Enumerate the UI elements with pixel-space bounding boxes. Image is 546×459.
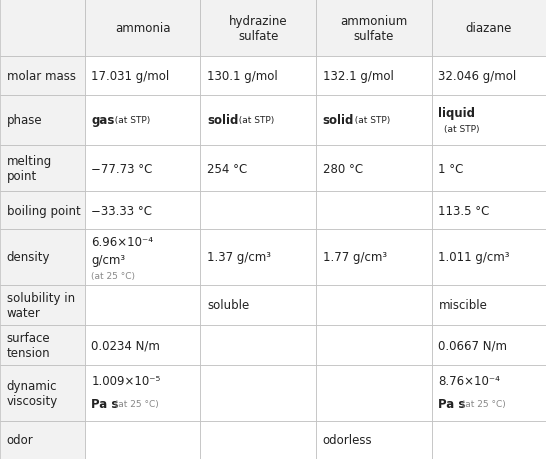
Bar — [0, 230, 85, 285]
Bar — [200, 57, 316, 95]
Text: ammonium
sulfate: ammonium sulfate — [340, 15, 408, 43]
Text: (at 25 °C): (at 25 °C) — [109, 400, 158, 409]
Text: 280 °C: 280 °C — [323, 162, 363, 175]
Bar — [0, 365, 85, 420]
Bar — [316, 325, 432, 365]
Text: odorless: odorless — [323, 433, 372, 446]
Bar — [200, 285, 316, 325]
Text: 130.1 g/mol: 130.1 g/mol — [207, 70, 278, 83]
Bar — [85, 420, 200, 459]
Text: (at 25 °C): (at 25 °C) — [456, 400, 506, 409]
Bar — [200, 420, 316, 459]
Bar — [200, 0, 316, 57]
Bar — [316, 230, 432, 285]
Bar — [432, 230, 546, 285]
Text: ammonia: ammonia — [115, 22, 170, 35]
Bar — [200, 191, 316, 230]
Text: (at STP): (at STP) — [233, 116, 275, 125]
Bar — [0, 325, 85, 365]
Text: diazane: diazane — [466, 22, 512, 35]
Bar — [0, 285, 85, 325]
Text: (at STP): (at STP) — [444, 125, 479, 134]
Text: 1.77 g/cm³: 1.77 g/cm³ — [323, 251, 387, 264]
Text: solubility in
water: solubility in water — [7, 291, 75, 319]
Text: solid: solid — [207, 114, 238, 127]
Bar — [85, 325, 200, 365]
Text: (at 25 °C): (at 25 °C) — [91, 272, 135, 280]
Text: 1.37 g/cm³: 1.37 g/cm³ — [207, 251, 271, 264]
Text: −77.73 °C: −77.73 °C — [91, 162, 152, 175]
Text: boiling point: boiling point — [7, 204, 80, 217]
Text: liquid: liquid — [438, 106, 476, 120]
Bar — [0, 95, 85, 146]
Bar — [432, 365, 546, 420]
Bar — [0, 146, 85, 191]
Text: density: density — [7, 251, 50, 264]
Text: (at STP): (at STP) — [109, 116, 150, 125]
Text: odor: odor — [7, 433, 33, 446]
Bar — [0, 420, 85, 459]
Text: 1.009×10⁻⁵: 1.009×10⁻⁵ — [91, 375, 161, 387]
Bar — [316, 57, 432, 95]
Bar — [200, 95, 316, 146]
Bar — [0, 191, 85, 230]
Text: 1.011 g/cm³: 1.011 g/cm³ — [438, 251, 510, 264]
Bar — [200, 230, 316, 285]
Bar — [200, 146, 316, 191]
Text: 132.1 g/mol: 132.1 g/mol — [323, 70, 394, 83]
Text: 32.046 g/mol: 32.046 g/mol — [438, 70, 517, 83]
Text: 1 °C: 1 °C — [438, 162, 464, 175]
Bar — [432, 57, 546, 95]
Text: 113.5 °C: 113.5 °C — [438, 204, 490, 217]
Bar — [432, 0, 546, 57]
Bar — [316, 191, 432, 230]
Bar — [85, 285, 200, 325]
Bar — [85, 95, 200, 146]
Text: dynamic
viscosity: dynamic viscosity — [7, 379, 58, 407]
Bar — [316, 420, 432, 459]
Text: −33.33 °C: −33.33 °C — [91, 204, 152, 217]
Text: Pa s: Pa s — [91, 397, 118, 410]
Text: melting
point: melting point — [7, 155, 52, 183]
Bar — [85, 191, 200, 230]
Bar — [85, 146, 200, 191]
Bar — [432, 146, 546, 191]
Text: solid: solid — [323, 114, 354, 127]
Text: 6.96×10⁻⁴: 6.96×10⁻⁴ — [91, 235, 153, 248]
Bar — [200, 325, 316, 365]
Bar — [85, 57, 200, 95]
Text: 8.76×10⁻⁴: 8.76×10⁻⁴ — [438, 375, 500, 387]
Bar — [432, 191, 546, 230]
Bar — [85, 0, 200, 57]
Text: Pa s: Pa s — [438, 397, 466, 410]
Text: gas: gas — [91, 114, 115, 127]
Bar — [316, 365, 432, 420]
Text: surface
tension: surface tension — [7, 331, 50, 359]
Bar — [0, 0, 85, 57]
Bar — [316, 285, 432, 325]
Bar — [432, 325, 546, 365]
Text: 0.0234 N/m: 0.0234 N/m — [91, 339, 160, 352]
Bar — [316, 95, 432, 146]
Text: g/cm³: g/cm³ — [91, 253, 126, 266]
Bar — [200, 365, 316, 420]
Bar — [432, 420, 546, 459]
Text: miscible: miscible — [438, 298, 488, 312]
Text: molar mass: molar mass — [7, 70, 75, 83]
Bar — [316, 146, 432, 191]
Text: 17.031 g/mol: 17.031 g/mol — [91, 70, 169, 83]
Bar — [0, 57, 85, 95]
Text: soluble: soluble — [207, 298, 249, 312]
Bar — [85, 365, 200, 420]
Text: (at STP): (at STP) — [349, 116, 390, 125]
Bar — [432, 95, 546, 146]
Bar — [432, 285, 546, 325]
Text: 0.0667 N/m: 0.0667 N/m — [438, 339, 507, 352]
Bar — [316, 0, 432, 57]
Text: hydrazine
sulfate: hydrazine sulfate — [229, 15, 288, 43]
Bar — [85, 230, 200, 285]
Text: phase: phase — [7, 114, 42, 127]
Text: 254 °C: 254 °C — [207, 162, 247, 175]
